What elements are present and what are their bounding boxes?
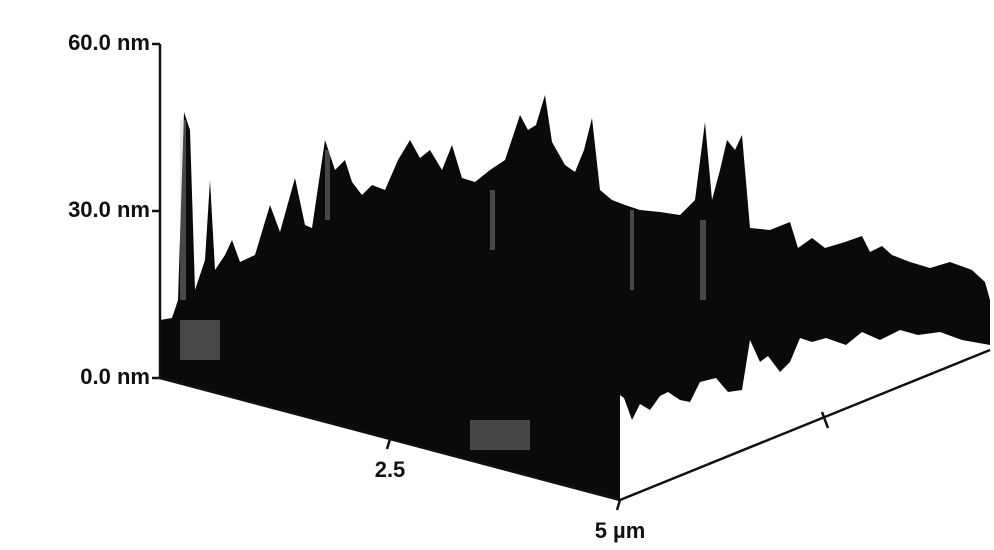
x-tick xyxy=(617,500,620,510)
x-tick xyxy=(387,439,390,449)
right-edge-tick xyxy=(822,412,828,428)
z-tick-label: 30.0 nm xyxy=(68,197,150,222)
x-tick-label: 2.5 xyxy=(375,457,406,482)
z-tick-label: 60.0 nm xyxy=(68,30,150,55)
surface xyxy=(160,95,990,500)
z-tick-label: 0.0 nm xyxy=(80,364,150,389)
x-tick-label: 5 µm xyxy=(595,518,646,543)
chart: 0.0 nm 30.0 nm 60.0 nm 2.5 5 µm xyxy=(0,0,994,550)
